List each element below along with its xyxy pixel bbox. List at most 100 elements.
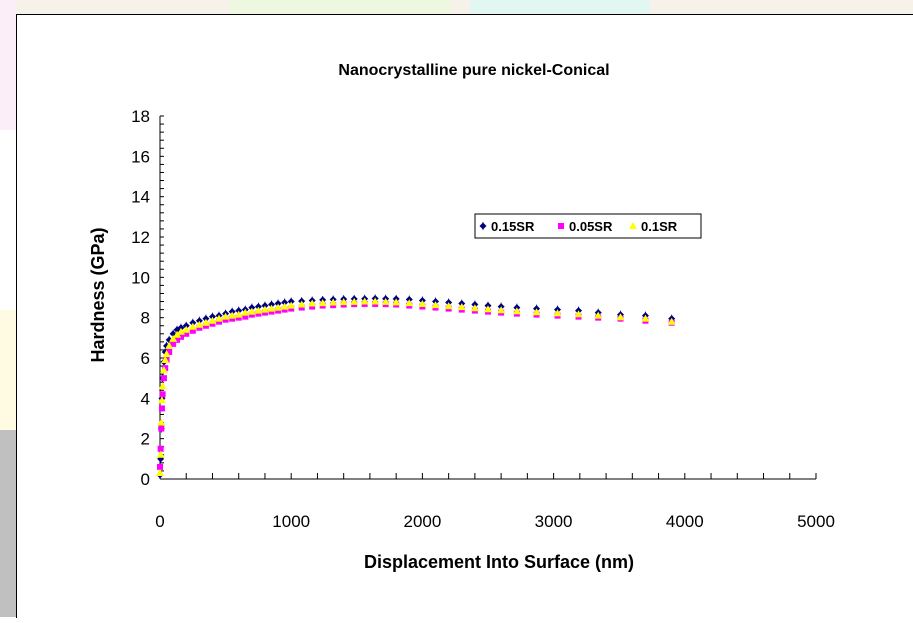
data-point: [228, 311, 237, 319]
data-point: [216, 318, 223, 325]
x-tick-label: 4000: [666, 512, 704, 531]
data-point: [189, 319, 197, 327]
legend-box: [474, 213, 702, 239]
data-point: [431, 301, 440, 309]
data-point: [275, 307, 282, 314]
y-tick-label: 16: [131, 147, 150, 166]
data-point: [254, 306, 263, 314]
data-point: [156, 450, 165, 458]
data-point: [339, 298, 348, 306]
legend-label: 0.1SR: [641, 219, 678, 234]
data-point: [158, 382, 167, 390]
data-point: [457, 303, 466, 311]
series-0.05SR: [157, 300, 675, 470]
legend-label: 0.05SR: [569, 219, 613, 234]
data-point: [157, 463, 163, 470]
data-point: [392, 298, 401, 306]
data-point: [629, 222, 637, 229]
x-tick-label: 1000: [272, 512, 310, 531]
data-point: [512, 307, 521, 315]
y-tick-label: 4: [141, 389, 150, 408]
data-point: [201, 318, 210, 326]
data-point: [221, 312, 230, 320]
data-point: [157, 396, 166, 404]
data-point: [247, 307, 256, 315]
data-point: [371, 297, 380, 305]
y-axis-label: Hardness (GPa): [88, 227, 108, 362]
tick-labels: 0 1000 2000 3000 4000 5000 0 2 4 6 8 10 12 14 16 18: [131, 107, 835, 531]
data-point: [176, 327, 185, 335]
data-point: [165, 341, 174, 349]
data-point: [196, 324, 203, 331]
series-0.1SR: [156, 297, 676, 476]
data-point: [350, 297, 359, 305]
legend: 0.15SR 0.05SR 0.1SR: [474, 213, 702, 239]
data-point: [381, 297, 390, 305]
data-point: [329, 298, 338, 306]
data-point: [242, 313, 249, 320]
data-point: [268, 308, 275, 315]
data-point: [444, 302, 453, 310]
data-point: [157, 445, 164, 452]
data-point: [254, 303, 262, 311]
data-point: [318, 299, 327, 307]
data-point: [553, 309, 562, 317]
data-point: [309, 303, 316, 310]
data-point: [174, 336, 181, 343]
data-point: [162, 365, 169, 372]
data-point: [479, 222, 487, 230]
y-tick-label: 18: [131, 107, 150, 126]
data-point: [497, 306, 506, 314]
data-point: [161, 356, 170, 364]
legend-entry: 0.15SR: [479, 219, 535, 234]
data-point: [222, 316, 229, 323]
data-point: [287, 301, 296, 309]
data-point: [159, 391, 166, 398]
x-tick-label: 3000: [535, 512, 573, 531]
y-tick-label: 10: [131, 268, 150, 287]
x-axis-label: Displacement Into Surface (nm): [364, 552, 634, 572]
data-point: [267, 304, 276, 312]
data-point: [274, 300, 282, 308]
data-point: [158, 425, 165, 432]
data-point: [166, 348, 173, 355]
data-point: [202, 322, 209, 329]
data-point: [484, 305, 492, 313]
data-point: [189, 327, 196, 334]
data-point: [268, 301, 276, 309]
data-point: [532, 308, 541, 316]
data-point: [159, 366, 168, 374]
data-point: [170, 340, 177, 347]
data-point: [157, 418, 166, 426]
data-point: [158, 405, 165, 412]
data-point: [280, 302, 289, 310]
data-point: [261, 302, 269, 310]
data-point: [667, 317, 676, 325]
data-point: [229, 315, 236, 322]
data-point: [641, 314, 650, 322]
legend-label: 0.15SR: [491, 219, 535, 234]
data-point: [169, 334, 178, 342]
data-point: [209, 320, 216, 327]
data-point: [195, 317, 203, 325]
data-point: [235, 314, 242, 321]
data-point: [558, 223, 564, 229]
legend-entry: 0.05SR: [558, 219, 613, 234]
data-point: [160, 375, 167, 382]
data-point: [248, 304, 256, 312]
legend-entry: 0.1SR: [629, 219, 678, 234]
chart-title: Nanocrystalline pure nickel-Conical: [338, 62, 609, 79]
data-point: [202, 315, 210, 323]
data-point: [281, 299, 289, 307]
data-point: [360, 297, 369, 305]
axes: [159, 115, 817, 480]
data-point: [162, 349, 171, 357]
plot-area: [156, 294, 676, 479]
y-tick-label: 6: [141, 349, 150, 368]
data-point: [182, 325, 191, 333]
x-tick-label: 2000: [403, 512, 441, 531]
data-point: [297, 300, 306, 308]
data-point: [308, 299, 317, 307]
data-point: [183, 330, 190, 337]
chart-frame: Nanocrystalline pure nickel-Conical 0 100…: [16, 14, 913, 618]
